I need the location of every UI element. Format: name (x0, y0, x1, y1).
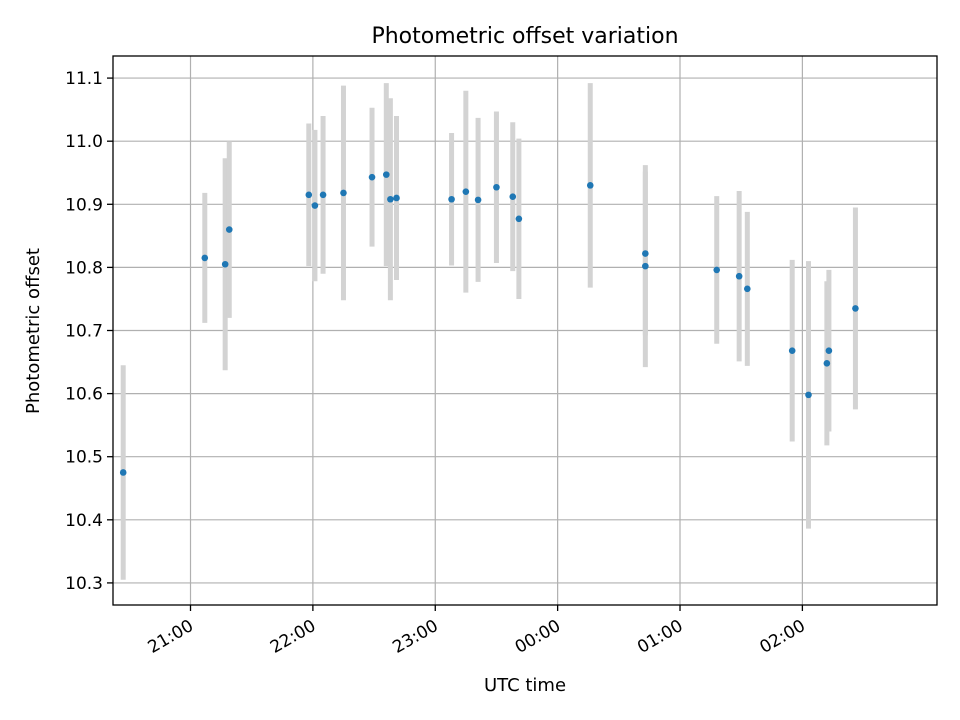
y-axis-label: Photometric offset (23, 248, 44, 414)
x-tick-label: 23:00 (389, 616, 441, 658)
data-points (119, 171, 859, 476)
y-tick-label: 11.1 (65, 69, 103, 89)
data-point (319, 191, 327, 199)
data-point (735, 272, 743, 280)
y-tick-label: 10.3 (65, 574, 103, 594)
data-point (383, 171, 390, 178)
y-tick-label: 11.0 (65, 132, 103, 152)
x-axis-label: UTC time (484, 675, 566, 696)
data-point (788, 347, 796, 354)
data-point (393, 194, 400, 202)
data-point (225, 226, 233, 233)
data-point (825, 347, 833, 354)
y-tick-label: 10.5 (65, 448, 103, 468)
data-point (311, 202, 319, 209)
y-tick-label: 10.9 (65, 195, 103, 215)
data-point (340, 189, 347, 197)
data-point (805, 391, 812, 399)
x-axis-ticks: 21:00 22:00 23:00 00:00 01:00 02:00 (145, 605, 809, 658)
y-tick-label: 10.8 (65, 258, 103, 278)
data-point (713, 266, 721, 274)
x-tick-label: 01:00 (634, 616, 686, 658)
data-point (448, 195, 455, 203)
chart-title: Photometric offset variation (371, 24, 678, 49)
data-point (493, 183, 500, 191)
data-point (509, 193, 517, 201)
data-point (474, 196, 482, 204)
data-point (462, 188, 470, 195)
y-axis-ticks: 10.3 10.4 10.5 10.6 10.7 10.8 10.9 11.0 11.1 (65, 69, 113, 594)
y-tick-label: 10.4 (65, 511, 103, 531)
data-point (642, 250, 649, 257)
grid-lines (113, 56, 937, 605)
data-point (201, 254, 209, 262)
y-tick-label: 10.7 (65, 322, 103, 342)
data-point (744, 285, 751, 293)
data-point (387, 195, 394, 203)
data-point (642, 262, 649, 270)
x-tick-label: 21:00 (145, 616, 197, 658)
data-point (586, 182, 594, 189)
data-point (119, 469, 127, 476)
data-point (305, 191, 313, 199)
x-tick-label: 22:00 (267, 616, 319, 658)
error-bars (120, 83, 858, 580)
data-point (368, 173, 376, 181)
x-tick-label: 00:00 (512, 616, 564, 658)
data-point (515, 215, 523, 223)
data-point (221, 260, 229, 268)
y-tick-label: 10.6 (65, 385, 103, 405)
data-point (823, 360, 831, 367)
x-tick-label: 02:00 (756, 616, 808, 658)
data-point (852, 305, 859, 312)
